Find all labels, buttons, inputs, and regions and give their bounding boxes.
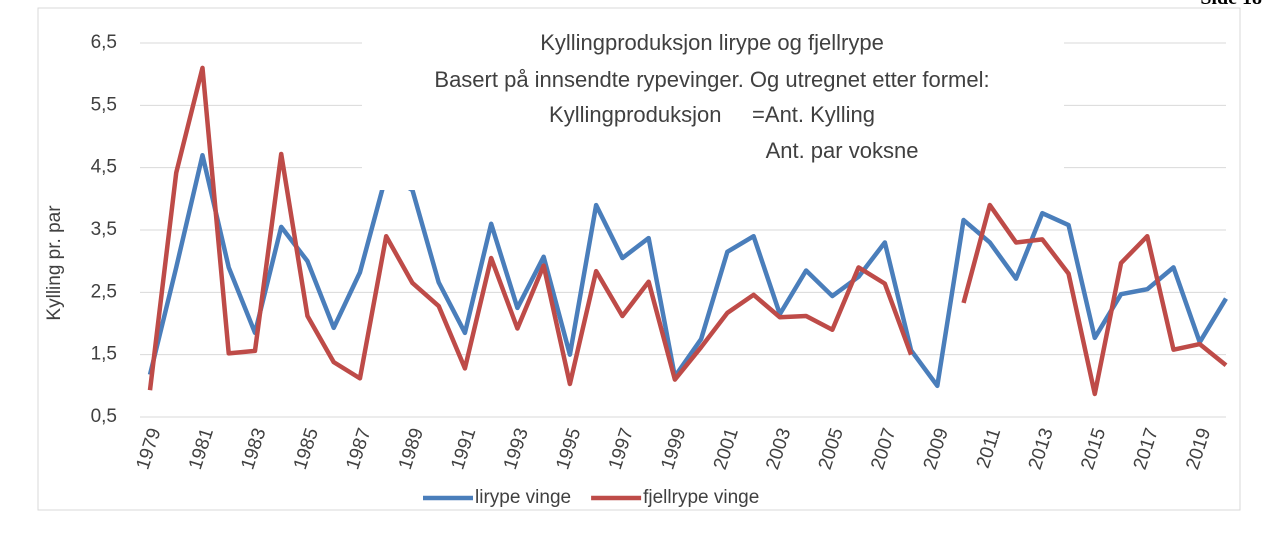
y-tick-label: 1,5 xyxy=(91,344,117,365)
data-line xyxy=(147,152,1228,389)
legend-label: fjellrype vinge xyxy=(643,487,759,508)
legend-label: lirype vinge xyxy=(475,487,571,508)
annotation: Ant. par voksne xyxy=(766,138,919,163)
y-tick-label: 3,5 xyxy=(91,219,117,240)
chart-title: Kyllingproduksjon lirype og fjellrype xyxy=(540,30,884,55)
annotation: Kyllingproduksjon =Ant. Kylling xyxy=(549,102,875,127)
data-line xyxy=(961,202,1228,397)
y-tick-label: 2,5 xyxy=(91,281,117,302)
chart-subtitle: Basert på innsendte rypevinger. Og utreg… xyxy=(434,67,989,92)
page-header: Side 18 xyxy=(1200,0,1262,9)
title-box xyxy=(362,24,1064,190)
y-tick-label: 5,5 xyxy=(91,94,117,115)
y-tick-label: 6,5 xyxy=(91,32,117,53)
data-line xyxy=(147,65,914,391)
y-tick-label: 0,5 xyxy=(91,406,117,427)
y-axis-label: Kylling pr. par xyxy=(44,205,65,321)
y-tick-label: 4,5 xyxy=(91,157,117,178)
